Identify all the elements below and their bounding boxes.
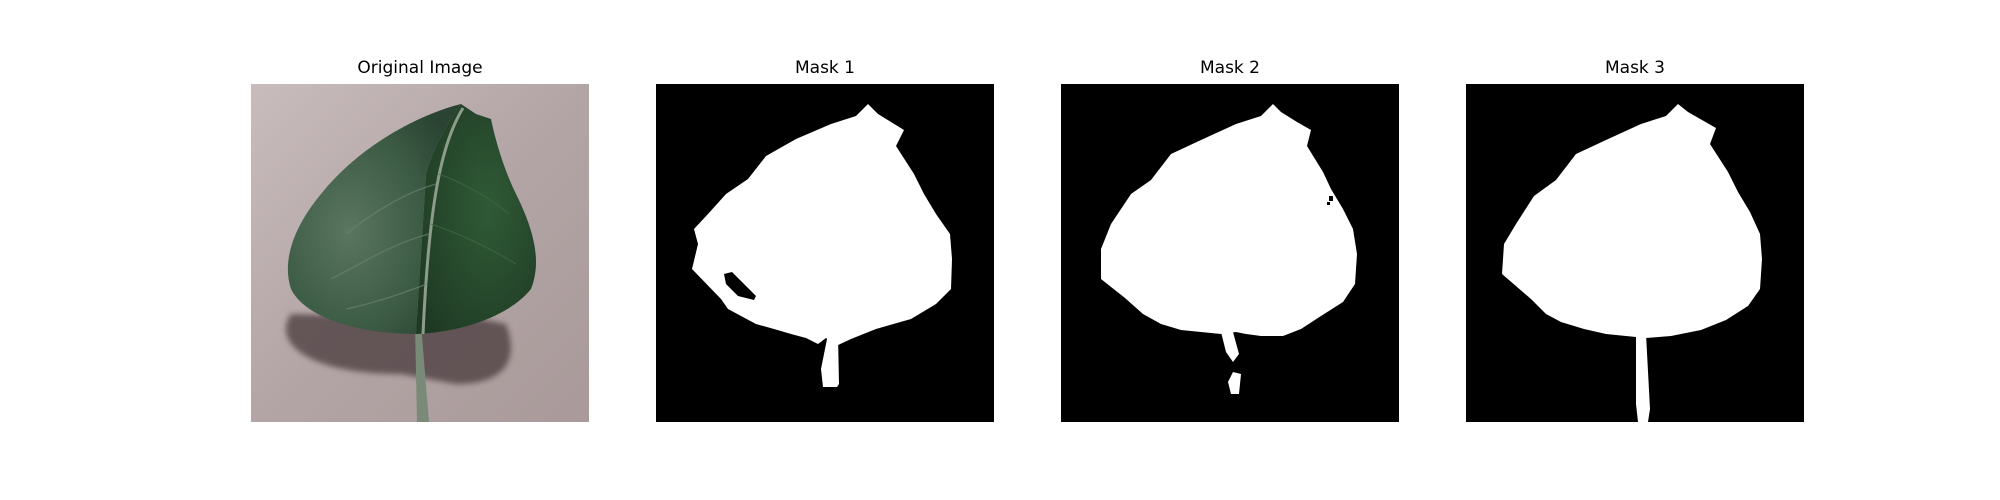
panel-title-mask-2: Mask 2: [1199, 58, 1260, 78]
panel-title-mask-1: Mask 1: [794, 58, 855, 78]
mask-2-leaf-region: [1101, 104, 1357, 336]
panel-title-original-image: Original Image: [357, 58, 483, 78]
panel-mask-1: Mask 1: [656, 0, 994, 500]
panel-title-mask-3: Mask 3: [1604, 58, 1665, 78]
panel-original-image: Original Image: [251, 0, 589, 500]
panel-mask-2: Mask 2: [1061, 0, 1399, 500]
mask-1-image: [656, 84, 994, 422]
panel-mask-3: Mask 3: [1466, 0, 1804, 500]
mask-2-image: [1061, 84, 1399, 422]
mask-3-leaf-region: [1502, 104, 1762, 338]
mask-1-leaf-region: [692, 104, 952, 346]
original-leaf-photo: [251, 84, 589, 422]
mask-3-image: [1466, 84, 1804, 422]
